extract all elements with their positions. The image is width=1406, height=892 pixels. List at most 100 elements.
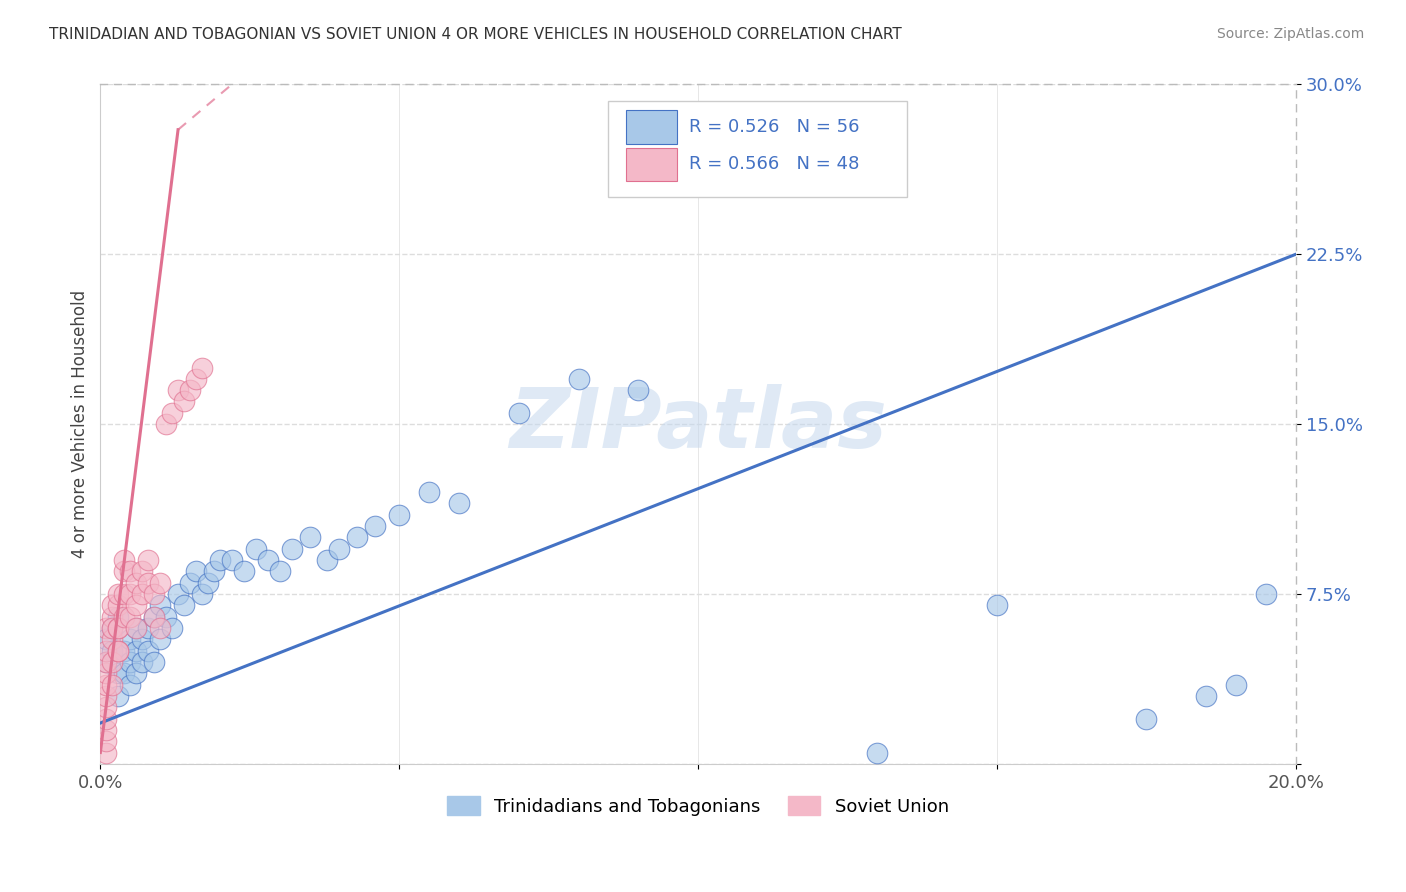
Text: R = 0.566   N = 48: R = 0.566 N = 48 — [689, 155, 859, 173]
Point — [120, 655, 142, 669]
Point — [131, 587, 153, 601]
Point — [101, 677, 124, 691]
Point — [101, 655, 124, 669]
Point — [112, 666, 135, 681]
Point — [245, 541, 267, 556]
Point — [107, 643, 129, 657]
Point — [96, 700, 118, 714]
Point — [125, 621, 148, 635]
Point — [125, 643, 148, 657]
Point — [131, 655, 153, 669]
Point — [1195, 689, 1218, 703]
FancyBboxPatch shape — [609, 102, 907, 196]
Point — [107, 689, 129, 703]
Point — [149, 575, 172, 590]
Point — [120, 632, 142, 647]
Point — [986, 599, 1008, 613]
Point — [149, 621, 172, 635]
Point — [96, 734, 118, 748]
Point — [96, 655, 118, 669]
Point — [96, 677, 118, 691]
Point — [149, 599, 172, 613]
Point — [107, 643, 129, 657]
Point — [280, 541, 302, 556]
Point — [136, 553, 159, 567]
Point — [179, 383, 201, 397]
Point — [173, 394, 195, 409]
Point — [866, 746, 889, 760]
Point — [221, 553, 243, 567]
Point — [96, 746, 118, 760]
Point — [107, 666, 129, 681]
Point — [197, 575, 219, 590]
Point — [155, 609, 177, 624]
Point — [131, 565, 153, 579]
Legend: Trinidadians and Tobagonians, Soviet Union: Trinidadians and Tobagonians, Soviet Uni… — [440, 789, 956, 822]
Point — [567, 372, 589, 386]
Point — [125, 666, 148, 681]
Point — [1225, 677, 1247, 691]
Point — [101, 621, 124, 635]
Y-axis label: 4 or more Vehicles in Household: 4 or more Vehicles in Household — [72, 290, 89, 558]
Point — [101, 599, 124, 613]
Point — [107, 599, 129, 613]
Point — [149, 632, 172, 647]
Point — [202, 565, 225, 579]
Point — [120, 565, 142, 579]
Point — [120, 677, 142, 691]
Point — [112, 565, 135, 579]
FancyBboxPatch shape — [626, 147, 676, 181]
Point — [136, 643, 159, 657]
Point — [101, 621, 124, 635]
Point — [125, 621, 148, 635]
Point — [136, 621, 159, 635]
Point — [298, 530, 321, 544]
Text: R = 0.526   N = 56: R = 0.526 N = 56 — [689, 118, 859, 136]
Point — [120, 587, 142, 601]
Point — [627, 383, 650, 397]
Point — [96, 655, 118, 669]
Point — [143, 655, 166, 669]
Point — [1135, 712, 1157, 726]
Point — [101, 609, 124, 624]
Point — [125, 599, 148, 613]
Point — [107, 587, 129, 601]
Point — [160, 406, 183, 420]
Point — [96, 632, 118, 647]
Point — [96, 723, 118, 737]
Point — [96, 621, 118, 635]
Point — [112, 587, 135, 601]
Point — [143, 587, 166, 601]
Point — [316, 553, 339, 567]
Point — [112, 609, 135, 624]
Point — [112, 553, 135, 567]
Point — [418, 485, 440, 500]
Point — [160, 621, 183, 635]
Point — [112, 643, 135, 657]
Point — [125, 575, 148, 590]
Point — [101, 643, 124, 657]
Text: ZIPatlas: ZIPatlas — [509, 384, 887, 465]
Point — [346, 530, 368, 544]
FancyBboxPatch shape — [626, 111, 676, 144]
Point — [179, 575, 201, 590]
Point — [208, 553, 231, 567]
Point — [155, 417, 177, 431]
Point — [120, 609, 142, 624]
Point — [364, 519, 387, 533]
Point — [107, 621, 129, 635]
Point — [101, 632, 124, 647]
Point — [173, 599, 195, 613]
Text: TRINIDADIAN AND TOBAGONIAN VS SOVIET UNION 4 OR MORE VEHICLES IN HOUSEHOLD CORRE: TRINIDADIAN AND TOBAGONIAN VS SOVIET UNI… — [49, 27, 903, 42]
Point — [96, 712, 118, 726]
Point — [96, 643, 118, 657]
Point — [232, 565, 254, 579]
Point — [107, 621, 129, 635]
Point — [328, 541, 350, 556]
Point — [143, 609, 166, 624]
Point — [184, 565, 207, 579]
Point — [167, 587, 190, 601]
Point — [447, 496, 470, 510]
Point — [107, 609, 129, 624]
Point — [256, 553, 278, 567]
